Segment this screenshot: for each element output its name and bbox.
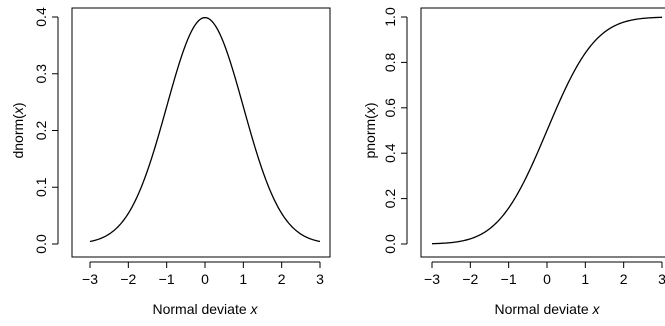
x-tick-label: 3 (316, 271, 324, 287)
y-tick-label: 0.1 (33, 177, 49, 197)
x-tick-label: 1 (239, 271, 247, 287)
x-axis: −3 −2 −1 0 1 2 3 (424, 261, 665, 287)
y-tick-label: 0.0 (382, 234, 398, 254)
x-tick-label: 1 (581, 271, 589, 287)
x-tick-label: 0 (543, 271, 551, 287)
x-tick-label: −3 (82, 271, 98, 287)
plot-frame (420, 7, 665, 258)
pnorm-panel: −3 −2 −1 0 1 2 3 0.0 0.2 0.4 0.6 0.8 1.0 Normal dev… (362, 7, 665, 317)
y-tick-label: 0.4 (33, 7, 49, 27)
y-axis-label: dnorm(x) (10, 102, 26, 158)
y-tick-label: 0.8 (382, 52, 398, 72)
y-axis: 0.0 0.1 0.2 0.3 0.4 (33, 7, 59, 254)
x-tick-label: −1 (501, 271, 517, 287)
x-axis-label: Normal deviate x (152, 301, 258, 317)
y-tick-label: 0.6 (382, 98, 398, 118)
series-line (89, 16, 321, 243)
y-tick-label: 0.0 (33, 234, 49, 254)
x-axis: −3 −2 −1 0 1 2 3 (82, 261, 324, 287)
dnorm-panel: −3 −2 −1 0 1 2 3 0.0 0.1 0.2 0.3 0.4 Normal deviat… (10, 7, 331, 317)
x-tick-label: 0 (201, 271, 209, 287)
plot-frame (71, 7, 331, 258)
series-line (431, 16, 663, 245)
y-axis-label: pnorm(x) (362, 102, 378, 158)
y-tick-label: 1.0 (382, 7, 398, 27)
x-tick-label: 3 (658, 271, 665, 287)
y-axis: 0.0 0.2 0.4 0.6 0.8 1.0 (382, 7, 408, 254)
y-tick-label: 0.3 (33, 64, 49, 84)
y-tick-label: 0.4 (382, 143, 398, 163)
x-tick-label: −1 (159, 271, 175, 287)
x-tick-label: −3 (424, 271, 440, 287)
x-axis-label: Normal deviate x (494, 301, 600, 317)
x-tick-label: −2 (462, 271, 478, 287)
y-tick-label: 0.2 (33, 121, 49, 141)
x-tick-label: 2 (278, 271, 286, 287)
x-tick-label: 2 (620, 271, 628, 287)
y-tick-label: 0.2 (382, 189, 398, 209)
x-tick-label: −2 (120, 271, 136, 287)
